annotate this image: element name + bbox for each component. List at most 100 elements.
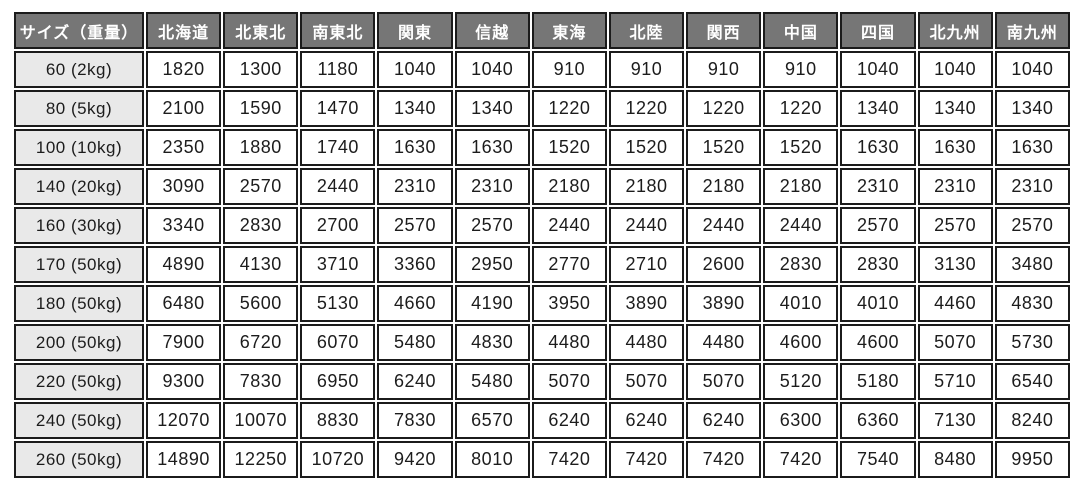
size-row-header: 80 (5kg) [14, 90, 144, 127]
rate-cell: 1520 [686, 129, 762, 166]
rate-cell: 5070 [917, 324, 993, 361]
rate-cell: 12070 [146, 402, 222, 439]
rate-cell: 8830 [300, 402, 376, 439]
rate-cell: 2600 [686, 246, 762, 283]
region-header: 信越 [454, 12, 530, 49]
rate-cell: 910 [686, 51, 762, 88]
rate-cell: 4190 [454, 285, 530, 322]
rate-cell: 5120 [763, 363, 839, 400]
rate-cell: 7900 [146, 324, 222, 361]
table-header: サイズ（重量） 北海道 北東北 南東北 関東 信越 東海 北陸 関西 中国 四国 北九州 南九州 [14, 12, 1070, 49]
size-row-header: 160 (30kg) [14, 207, 144, 244]
table-row: 240 (50kg) 12070 10070 8830 7830 6570 6240 6240… [14, 402, 1070, 439]
rate-cell: 5070 [608, 363, 685, 400]
rate-cell: 2310 [994, 168, 1070, 205]
rate-cell: 5480 [377, 324, 453, 361]
rate-cell: 3340 [146, 207, 222, 244]
rate-cell: 2570 [840, 207, 916, 244]
rate-cell: 1820 [146, 51, 222, 88]
shipping-rate-table: サイズ（重量） 北海道 北東北 南東北 関東 信越 東海 北陸 関西 中国 四国 北九州 南九州 60… [12, 10, 1072, 480]
rate-cell: 4890 [146, 246, 222, 283]
rate-cell: 1220 [763, 90, 839, 127]
region-header: 南九州 [994, 12, 1070, 49]
rate-cell: 4830 [454, 324, 530, 361]
rate-cell: 2830 [223, 207, 299, 244]
rate-cell: 6480 [146, 285, 222, 322]
rate-cell: 3890 [686, 285, 762, 322]
rate-cell: 3710 [300, 246, 376, 283]
table-row: 80 (5kg) 2100 1590 1470 1340 1340 1220 1220 1220… [14, 90, 1070, 127]
table-row: 100 (10kg) 2350 1880 1740 1630 1630 1520 1520 15… [14, 129, 1070, 166]
table-row: 180 (50kg) 6480 5600 5130 4660 4190 3950 3890 38… [14, 285, 1070, 322]
rate-cell: 2440 [686, 207, 762, 244]
rate-cell: 4830 [994, 285, 1070, 322]
rate-cell: 7420 [686, 441, 762, 478]
rate-cell: 1040 [917, 51, 993, 88]
rate-cell: 6240 [686, 402, 762, 439]
region-header: 南東北 [300, 12, 376, 49]
rate-cell: 6360 [840, 402, 916, 439]
rate-cell: 1630 [840, 129, 916, 166]
rate-cell: 7540 [840, 441, 916, 478]
rate-cell: 3360 [377, 246, 453, 283]
rate-cell: 3480 [994, 246, 1070, 283]
rate-cell: 3890 [608, 285, 685, 322]
rate-cell: 2100 [146, 90, 222, 127]
rate-cell: 2700 [300, 207, 376, 244]
rate-cell: 7830 [223, 363, 299, 400]
table-row: 260 (50kg) 14890 12250 10720 9420 8010 7420 742… [14, 441, 1070, 478]
table-body: 60 (2kg) 1820 1300 1180 1040 1040 910 910 910 910… [14, 51, 1070, 478]
rate-cell: 3130 [917, 246, 993, 283]
rate-cell: 4130 [223, 246, 299, 283]
size-row-header: 180 (50kg) [14, 285, 144, 322]
size-row-header: 260 (50kg) [14, 441, 144, 478]
rate-cell: 4010 [763, 285, 839, 322]
region-header: 東海 [531, 12, 607, 49]
rate-cell: 4600 [763, 324, 839, 361]
rate-cell: 1340 [994, 90, 1070, 127]
region-header: 関東 [377, 12, 453, 49]
rate-cell: 7420 [763, 441, 839, 478]
rate-cell: 2180 [608, 168, 685, 205]
rate-cell: 1740 [300, 129, 376, 166]
rate-cell: 2310 [454, 168, 530, 205]
rate-cell: 14890 [146, 441, 222, 478]
rate-cell: 2570 [377, 207, 453, 244]
table-row: 60 (2kg) 1820 1300 1180 1040 1040 910 910 910 910… [14, 51, 1070, 88]
rate-cell: 4480 [686, 324, 762, 361]
rate-cell: 2180 [763, 168, 839, 205]
rate-cell: 3090 [146, 168, 222, 205]
rate-cell: 3950 [531, 285, 607, 322]
rate-cell: 6300 [763, 402, 839, 439]
rate-cell: 6570 [454, 402, 530, 439]
rate-cell: 8480 [917, 441, 993, 478]
table-row: 200 (50kg) 7900 6720 6070 5480 4830 4480 4480 44… [14, 324, 1070, 361]
rate-cell: 2570 [223, 168, 299, 205]
size-row-header: 140 (20kg) [14, 168, 144, 205]
size-weight-header: サイズ（重量） [14, 12, 144, 49]
rate-cell: 2570 [454, 207, 530, 244]
rate-cell: 5070 [686, 363, 762, 400]
rate-cell: 9950 [994, 441, 1070, 478]
rate-cell: 2310 [917, 168, 993, 205]
rate-cell: 4480 [608, 324, 685, 361]
rate-cell: 910 [531, 51, 607, 88]
rate-cell: 6720 [223, 324, 299, 361]
rate-cell: 7830 [377, 402, 453, 439]
rate-cell: 10070 [223, 402, 299, 439]
rate-cell: 1180 [300, 51, 376, 88]
rate-cell: 2570 [994, 207, 1070, 244]
rate-cell: 2440 [608, 207, 685, 244]
rate-cell: 2830 [840, 246, 916, 283]
rate-cell: 910 [608, 51, 685, 88]
rate-cell: 8010 [454, 441, 530, 478]
rate-cell: 1220 [531, 90, 607, 127]
region-header: 北海道 [146, 12, 222, 49]
region-header: 北陸 [608, 12, 685, 49]
rate-cell: 1040 [994, 51, 1070, 88]
rate-cell: 1520 [763, 129, 839, 166]
rate-cell: 2950 [454, 246, 530, 283]
rate-cell: 2570 [917, 207, 993, 244]
